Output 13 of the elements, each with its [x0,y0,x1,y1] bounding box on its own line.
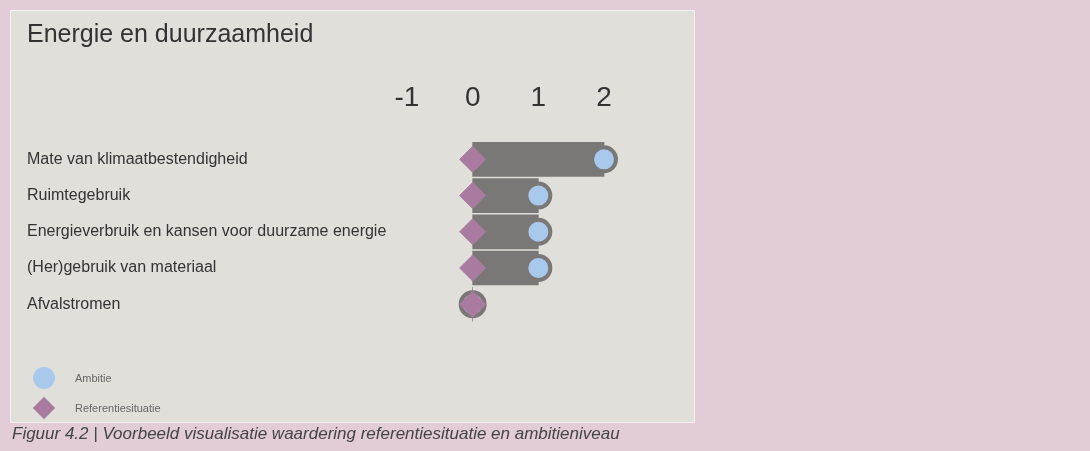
y-tick-label: Energieverbruik en kansen voor duurzame energie [27,222,387,240]
y-tick-label: Afvalstromen [27,294,121,312]
text: Energie en duurzaamheid [27,19,314,48]
legend-label: Ambitie [75,372,112,384]
y-tick-label: (Her)gebruik van materiaal [27,258,217,276]
x-tick-label: 0 [464,80,481,112]
legend-label: Referentiesituatie [75,402,161,414]
y-tick-label: Ruimtegebruik [27,185,132,203]
text: Figuur 4.2 | Voorbeeld visualisatie waardering referentiesituatie en ambitieniveau [12,424,620,444]
y-tick-label: Mate van klimaatbestendigheid [27,149,248,167]
x-tick-label: -1 [394,80,420,112]
x-tick-label: 1 [530,80,547,112]
x-tick-label: 2 [596,80,612,112]
